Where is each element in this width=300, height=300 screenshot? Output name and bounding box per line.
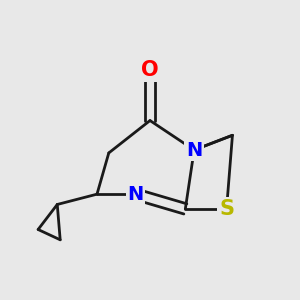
Text: S: S	[219, 199, 234, 219]
Text: N: N	[186, 140, 202, 160]
Text: N: N	[127, 185, 143, 204]
Text: O: O	[141, 61, 159, 80]
